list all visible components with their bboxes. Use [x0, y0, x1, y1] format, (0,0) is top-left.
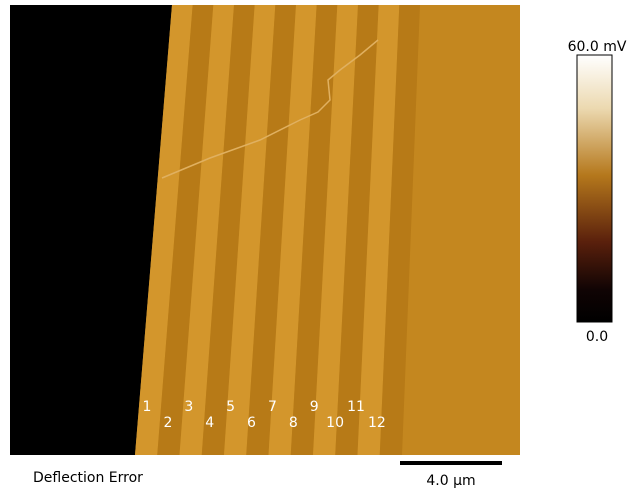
- caption: Deflection Error: [33, 470, 143, 486]
- stripe-label: 2: [163, 415, 172, 431]
- stripe-label: 3: [184, 399, 193, 415]
- stripes: [135, 5, 420, 455]
- stripe-label: 12: [368, 415, 386, 431]
- stripe-label: 4: [205, 415, 214, 431]
- colorbar-gradient: [577, 55, 612, 322]
- stripe-label: 1: [143, 399, 152, 415]
- colorbar-min: 0.0: [586, 329, 608, 345]
- stripe-label: 5: [226, 399, 235, 415]
- stripe-label: 7: [268, 399, 277, 415]
- colorbar: 60.0 mV 0.0: [568, 39, 627, 345]
- stripe-label: 10: [326, 415, 344, 431]
- afm-figure: 123456789101112 60.0 mV 0.0 Deflection E…: [0, 0, 639, 489]
- stripe-label: 9: [310, 399, 319, 415]
- stripe-label: 6: [247, 415, 256, 431]
- stripe-label: 11: [347, 399, 365, 415]
- scale-bar-label: 4.0 µm: [426, 473, 475, 489]
- stripe-label: 8: [289, 415, 298, 431]
- colorbar-max: 60.0 mV: [568, 39, 627, 55]
- afm-image: [10, 5, 520, 455]
